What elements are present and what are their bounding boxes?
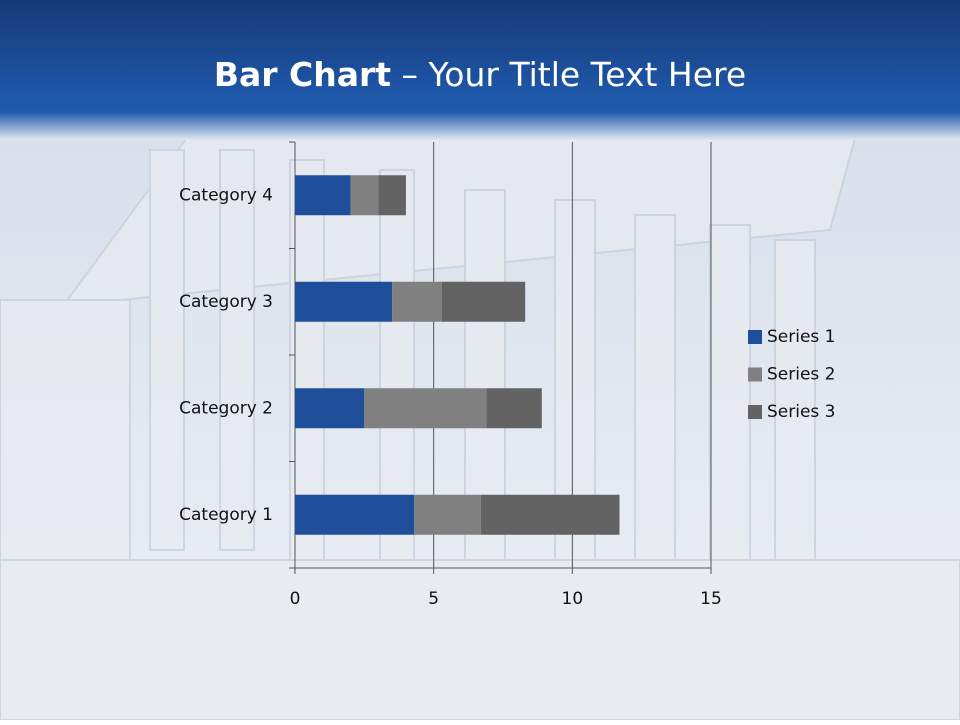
bar-segment xyxy=(295,494,415,535)
bar-segment xyxy=(378,175,406,216)
legend-swatch xyxy=(748,367,762,382)
legend-label: Series 2 xyxy=(767,365,836,385)
bar-segment xyxy=(295,175,351,216)
bar-segment xyxy=(480,494,620,535)
legend-swatch xyxy=(748,405,762,419)
y-tick-label: Category 2 xyxy=(179,398,273,418)
header-band xyxy=(0,0,960,140)
y-tick-label: Category 3 xyxy=(179,292,273,312)
chart: 0 5 10 15 Category 1 Category 2 Category 3 Cate… xyxy=(179,141,836,609)
legend-label: Series 3 xyxy=(767,402,836,422)
x-tick-label: 0 xyxy=(290,589,301,609)
legend-label: Series 1 xyxy=(767,327,836,347)
title-rest: – Your Title Text Here xyxy=(402,55,747,94)
x-tick-label: 15 xyxy=(700,589,722,609)
bar-segment xyxy=(364,388,487,429)
title-bold: Bar Chart xyxy=(214,55,391,94)
bar-segment xyxy=(486,388,542,429)
x-tick-label: 10 xyxy=(562,589,584,609)
y-tick-label: Category 4 xyxy=(179,185,273,205)
bar-segment xyxy=(441,281,526,322)
bar-segment xyxy=(295,281,393,322)
bar-segment xyxy=(414,494,481,535)
y-tick-label: Category 1 xyxy=(179,505,273,525)
bar-segment xyxy=(350,175,379,216)
x-tick-label: 5 xyxy=(428,589,439,609)
building xyxy=(0,119,960,721)
bar-segment xyxy=(392,281,442,322)
slide-title: Bar Chart – Your Title Text Here xyxy=(214,55,746,94)
legend-swatch xyxy=(748,330,762,344)
bar-segment xyxy=(295,388,365,429)
